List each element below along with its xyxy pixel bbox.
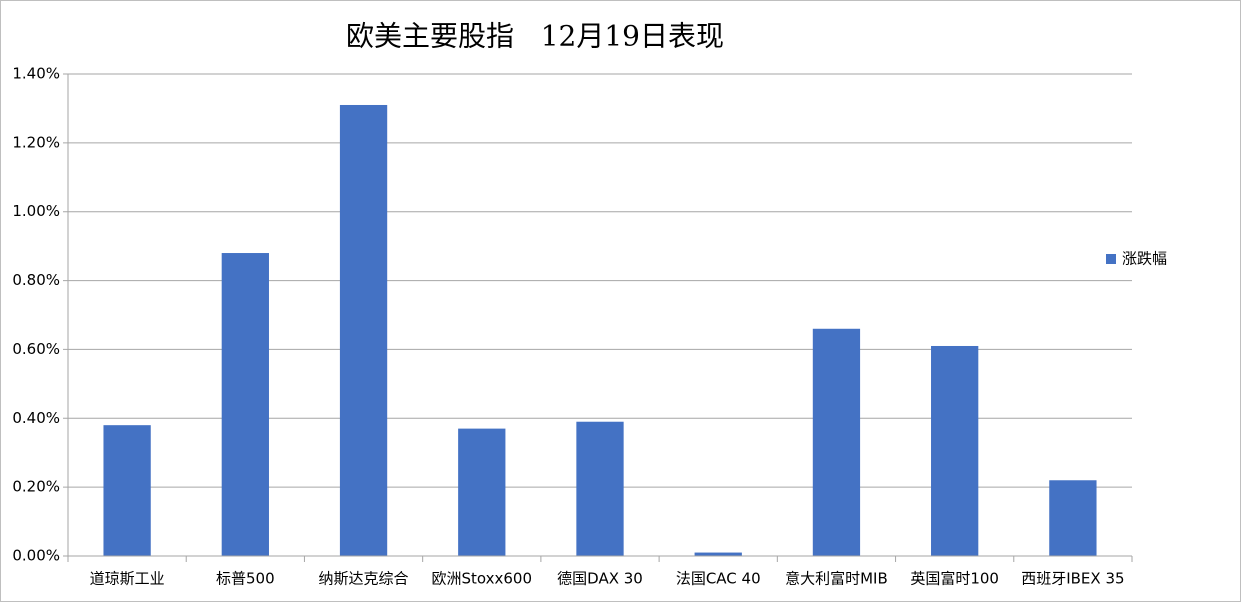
- y-tick-label: 0.40%: [12, 409, 60, 427]
- bar: [339, 104, 388, 556]
- y-tick-label: 1.00%: [12, 202, 60, 220]
- x-tick-label: 标普500: [216, 570, 275, 588]
- x-tick-label: 法国CAC 40: [676, 570, 761, 588]
- y-tick-label: 1.40%: [12, 65, 60, 83]
- bar: [812, 328, 861, 556]
- x-tick-label: 意大利富时MIB: [785, 570, 888, 588]
- x-tick-label: 欧洲Stoxx600: [432, 570, 533, 588]
- y-tick-label: 0.20%: [12, 478, 60, 496]
- y-tick-label: 0.60%: [12, 340, 60, 358]
- chart-title: 欧美主要股指 12月19日表现: [346, 20, 724, 53]
- x-tick-label: 纳斯达克综合: [319, 570, 409, 588]
- bar: [931, 345, 979, 556]
- x-tick-label: 德国DAX 30: [557, 570, 643, 588]
- y-tick-label: 0.80%: [12, 271, 60, 289]
- x-tick-label: 英国富时100: [910, 570, 999, 588]
- y-tick-label: 0.00%: [12, 547, 60, 565]
- bar: [1049, 480, 1097, 556]
- x-tick-label: 西班牙IBEX 35: [1021, 570, 1124, 588]
- bar: [694, 552, 742, 556]
- legend-swatch: [1106, 254, 1116, 264]
- y-tick-label: 1.20%: [12, 133, 60, 151]
- bar: [103, 425, 151, 556]
- x-tick-label: 道琼斯工业: [90, 570, 165, 588]
- bar: [221, 253, 269, 556]
- bar: [576, 421, 624, 556]
- bar: [458, 428, 506, 556]
- legend-label: 涨跌幅: [1122, 250, 1167, 268]
